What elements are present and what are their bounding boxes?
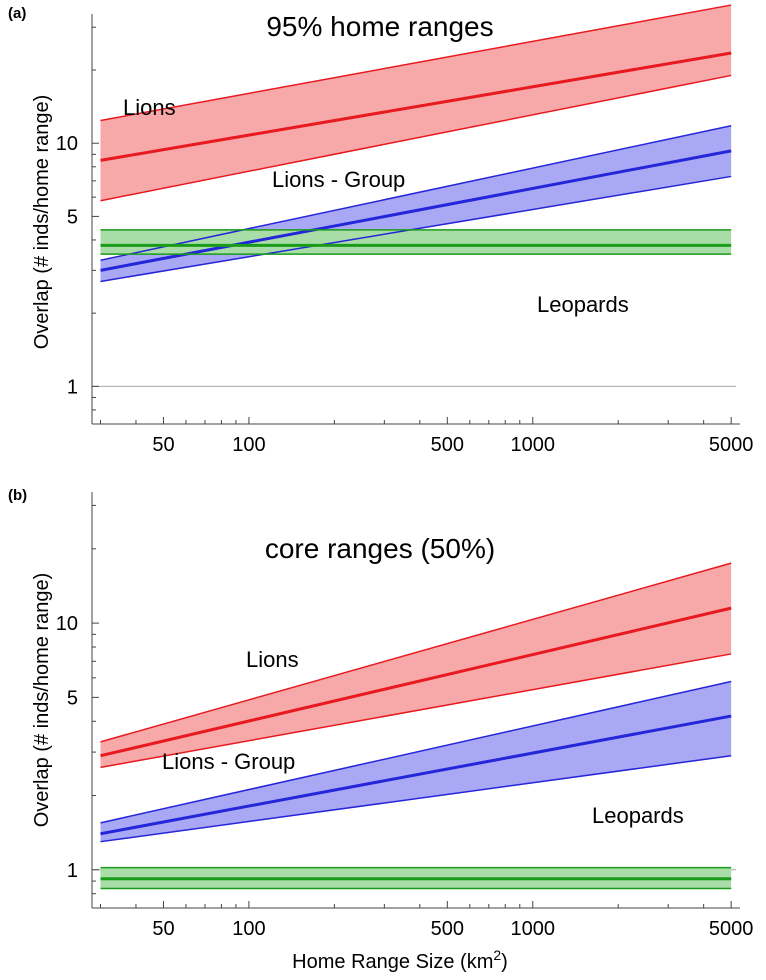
panel-b-x-tick-label: 1000 [511, 918, 556, 940]
panel-a-y-axis-label: Overlap (# inds/home range) [31, 95, 53, 350]
x-axis-label-superscript: 2 [493, 947, 501, 963]
lions-group-upper-bound [100, 125, 732, 262]
panel-a-ticks [92, 26, 732, 425]
panel-b-ticks [92, 504, 732, 909]
panel-b-y-tick-label: 5 [67, 687, 78, 709]
panel-b-label: (b) [8, 487, 27, 504]
panel-a-x-tick-label: 50 [152, 434, 174, 456]
panel-b-title: core ranges (50%) [265, 533, 495, 564]
panel-a-leopards-label: Leopards [537, 292, 629, 317]
panel-a-confidence-bands [100, 5, 732, 282]
leopards-confidence-band [100, 229, 732, 255]
panel-a-title: 95% home ranges [266, 11, 493, 42]
lions-lower-bound [100, 653, 732, 769]
panel-b-x-tick-label: 50 [152, 918, 174, 940]
lions-group-confidence-band [100, 681, 732, 842]
x-axis-label: Home Range Size (km2) [292, 947, 508, 973]
panel-b-x-tick-label: 500 [431, 918, 464, 940]
panel-a-series-lines [100, 4, 732, 283]
lions-confidence-band [100, 563, 732, 768]
panel-a-x-tick-label: 5000 [709, 434, 754, 456]
lions-confidence-band [100, 5, 732, 201]
panel-a-y-tick-label: 5 [67, 206, 78, 228]
panel-b-series-lines [100, 562, 732, 890]
panel-a-label: (a) [8, 5, 26, 22]
lions-lower-bound [100, 74, 732, 202]
lions-group-fit-line [100, 149, 732, 272]
panel-b-leopards-label: Leopards [592, 803, 684, 828]
panel-b-lions-label: Lions [246, 647, 299, 672]
x-axis-label-close: ) [501, 951, 508, 973]
lions-group-fit-line [100, 714, 732, 836]
panel-a: (a) 95% home ranges Overlap (# inds/home… [8, 4, 754, 456]
x-axis-label-main: Home Range Size (km [292, 951, 493, 973]
panel-a-lions-label: Lions [123, 95, 176, 120]
panel-b: (b) core ranges (50%) Overlap (# inds/ho… [8, 487, 753, 940]
panel-b-y-axis-label: Overlap (# inds/home range) [31, 573, 53, 828]
lions-group-lower-bound [100, 175, 732, 283]
panel-b-x-tick-label: 100 [232, 918, 265, 940]
panel-b-y-tick-label: 10 [56, 613, 78, 635]
panel-a-x-tick-label: 1000 [511, 434, 556, 456]
panel-a-y-tick-label: 1 [67, 376, 78, 398]
panel-a-x-tick-label: 500 [431, 434, 464, 456]
panel-b-y-tick-label: 1 [67, 860, 78, 882]
lions-group-lower-bound [100, 754, 732, 843]
panel-b-x-tick-label: 5000 [709, 918, 754, 940]
lions-group-upper-bound [100, 680, 732, 824]
lions-fit-line [100, 51, 732, 162]
lions-fit-line [100, 606, 732, 758]
panel-a-x-tick-label: 100 [232, 434, 265, 456]
lions-upper-bound [100, 562, 732, 743]
panel-b-confidence-bands [100, 563, 732, 889]
panel-a-y-tick-label: 10 [56, 133, 78, 155]
panel-a-lions-group-label: Lions - Group [272, 167, 405, 192]
panel-b-lions-group-label: Lions - Group [162, 749, 295, 774]
lions-upper-bound [100, 4, 732, 122]
